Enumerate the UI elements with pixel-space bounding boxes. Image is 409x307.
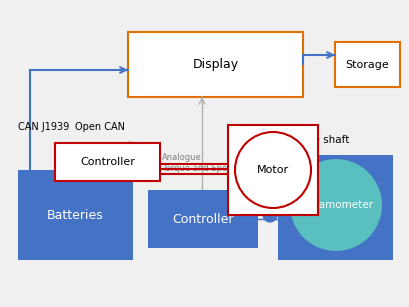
Bar (18, 170, 133, 260)
Text: Batteries: Batteries (47, 208, 103, 221)
Text: Controller: Controller (172, 212, 233, 226)
Bar (128, 32, 302, 97)
Text: Controller: Controller (80, 157, 135, 167)
Bar (277, 155, 392, 260)
Text: Dynamometer: Dynamometer (298, 200, 373, 210)
Bar (227, 125, 317, 215)
Circle shape (234, 132, 310, 208)
Bar (334, 42, 399, 87)
Text: Motor: Motor (256, 165, 288, 175)
Text: CAN J1939: CAN J1939 (18, 122, 69, 132)
Text: Display: Display (192, 58, 238, 71)
Text: Storage: Storage (345, 60, 389, 69)
Text: Analogue
Torque and Speed: Analogue Torque and Speed (162, 153, 237, 173)
Text: Open CAN: Open CAN (75, 122, 125, 132)
Bar (55, 143, 160, 181)
Bar (148, 190, 257, 248)
Text: Drive shaft: Drive shaft (291, 135, 348, 145)
Circle shape (288, 158, 382, 252)
